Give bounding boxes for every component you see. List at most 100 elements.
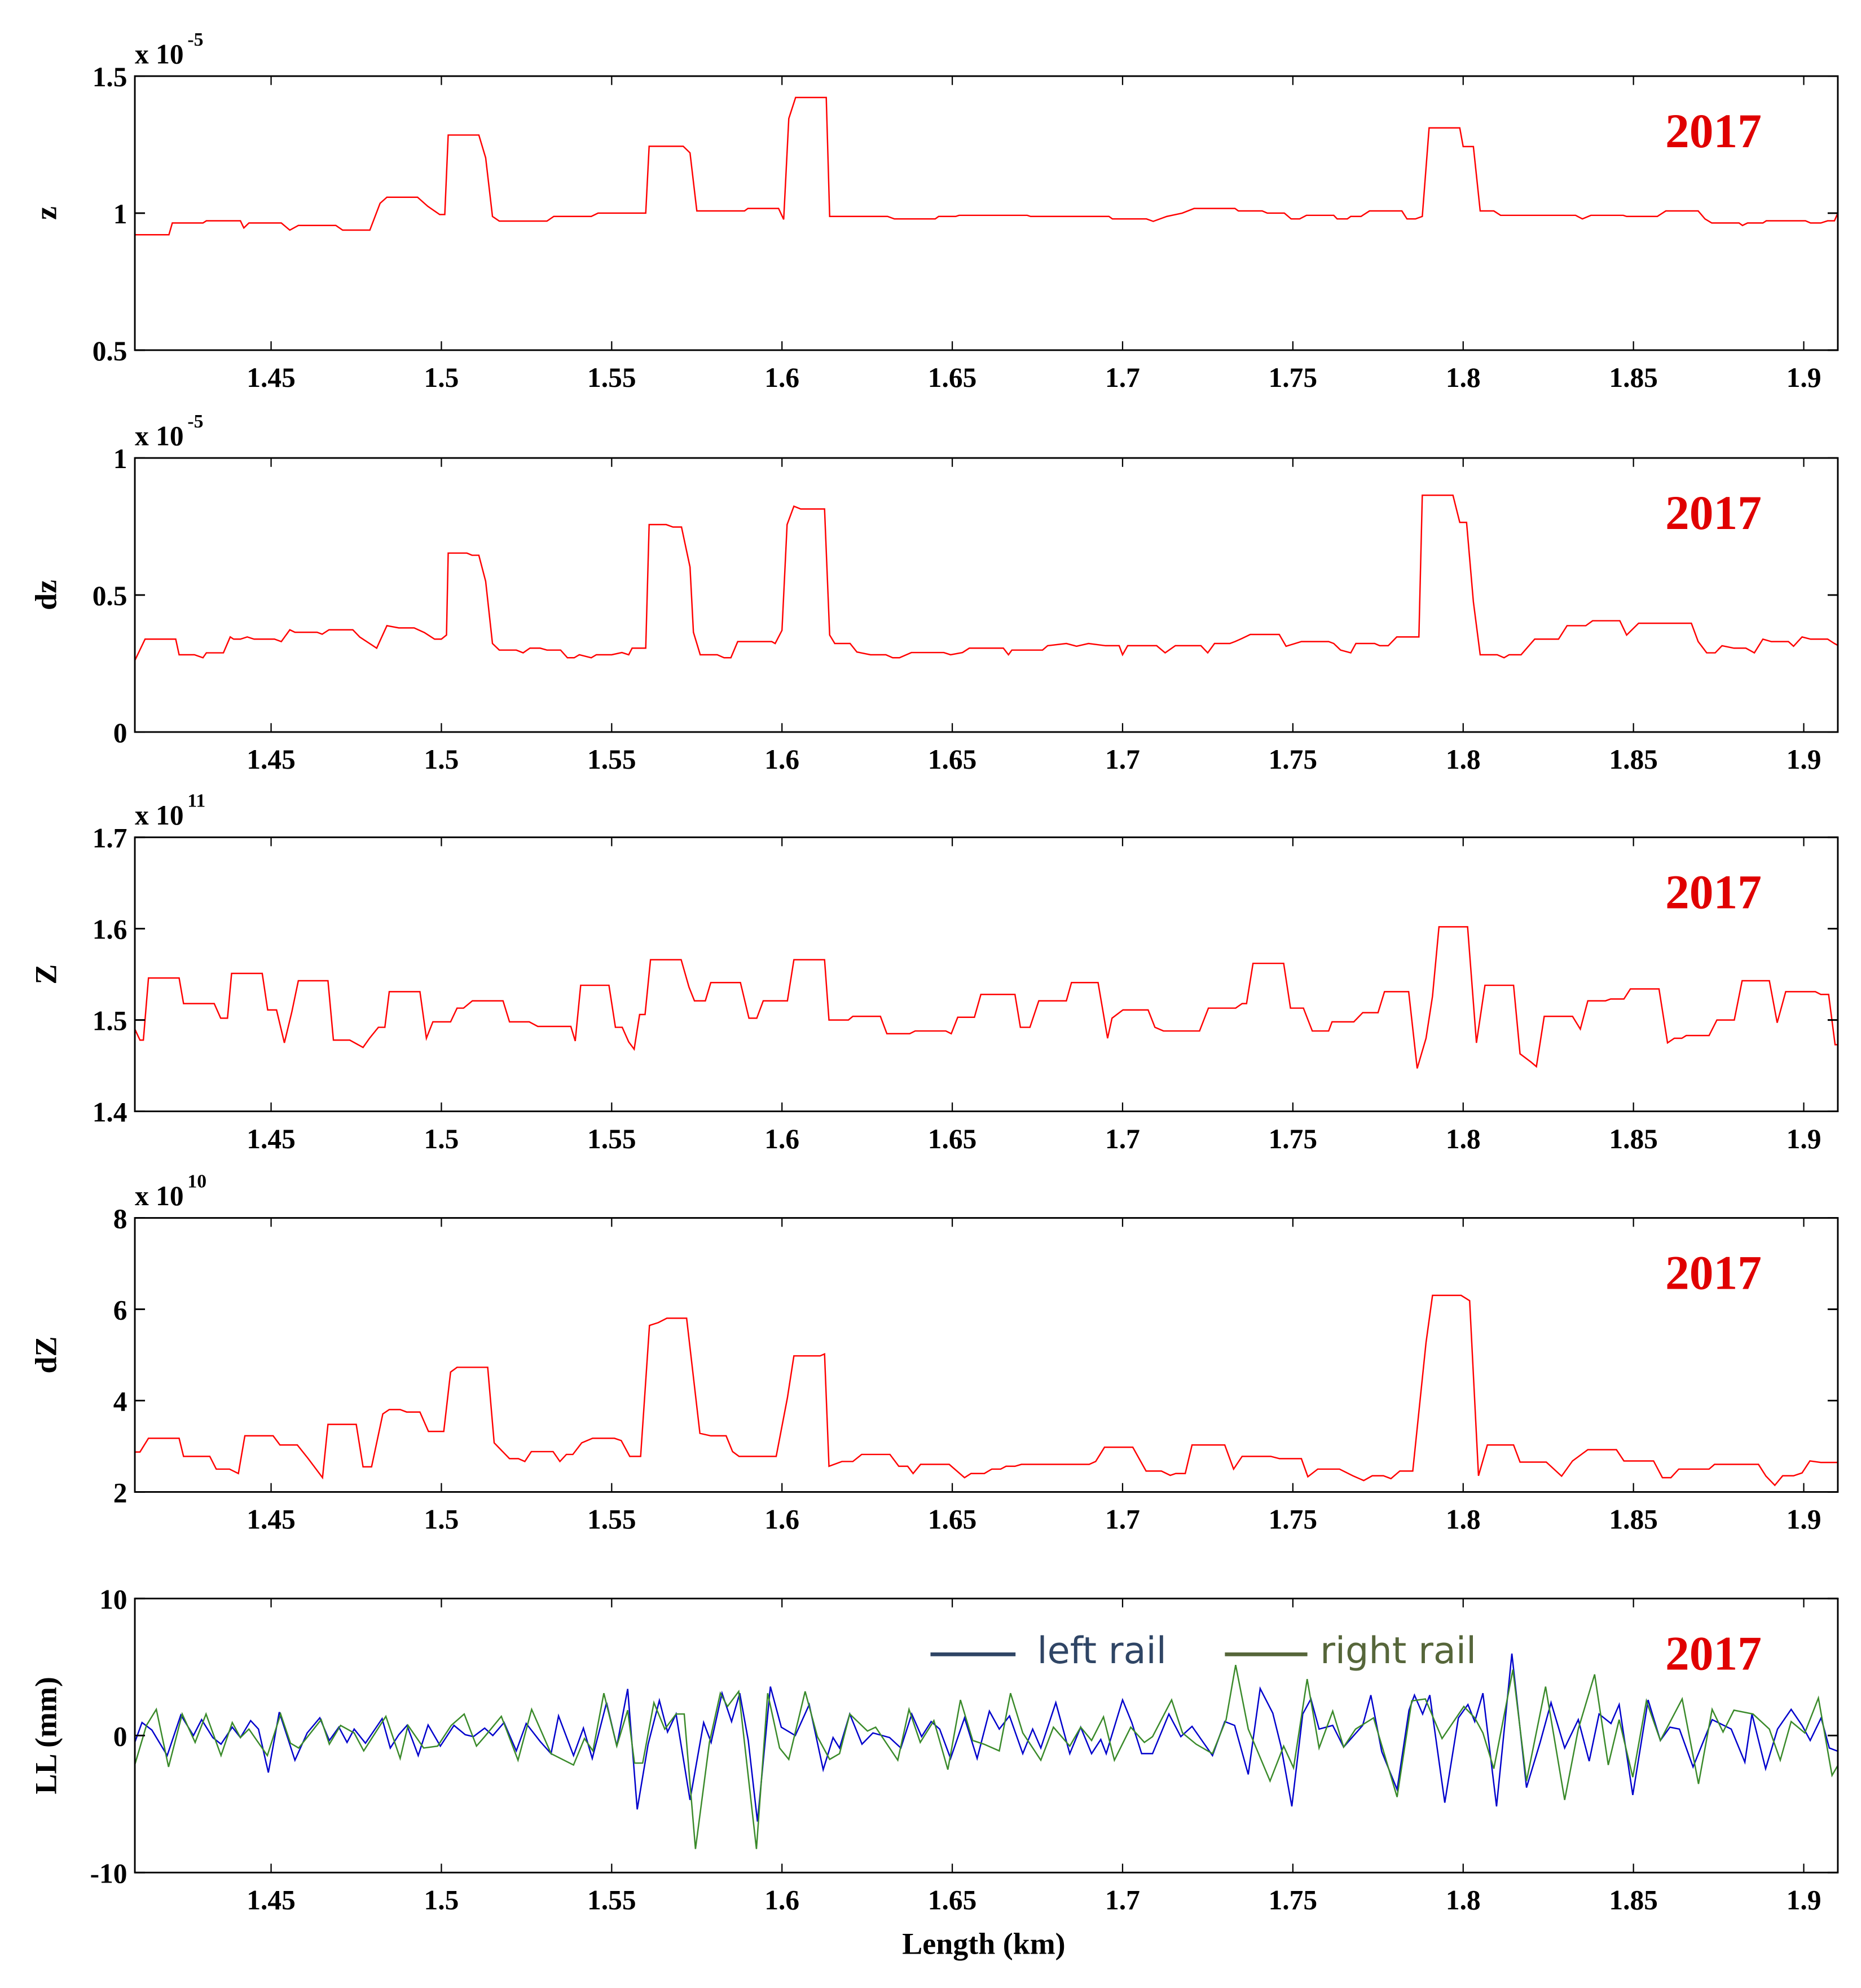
- x-tick-label: 1.6: [764, 744, 799, 775]
- x-tick-label: 1.75: [1269, 1504, 1318, 1535]
- x-tick-label: 1.8: [1446, 1123, 1481, 1154]
- x-tick-label: 1.5: [424, 362, 459, 393]
- y-tick-label: 2: [113, 1477, 127, 1508]
- y-tick-label: 1: [113, 199, 127, 230]
- exponent-base: x 10: [135, 38, 184, 69]
- year-annotation: 2017: [1665, 487, 1762, 540]
- x-tick-label: 1.45: [247, 1885, 296, 1916]
- y-tick-label: -10: [90, 1858, 127, 1889]
- y-tick-label: 0: [113, 717, 127, 748]
- legend: left rail right rail: [930, 1629, 1476, 1672]
- year-annotation: 2017: [1665, 105, 1762, 158]
- panel-2: 1.45 1.5 1.55 1.6 1.65 1.7 1.75 1.8 1.85 1.9 0 0.5 1…: [29, 411, 1839, 775]
- x-tick-label: 1.9: [1787, 362, 1822, 393]
- y-tick-label: 10: [99, 1584, 127, 1615]
- x-tick-label: 1.85: [1609, 1123, 1658, 1154]
- x-tick-label: 1.9: [1787, 1504, 1822, 1535]
- y-axis-label: z: [29, 206, 63, 220]
- x-tick-label: 1.85: [1609, 362, 1658, 393]
- x-tick-label: 1.9: [1787, 1885, 1822, 1916]
- series-line-right-rail: [135, 1664, 1838, 1849]
- series-line-3: [135, 926, 1838, 1069]
- x-tick-label: 1.55: [587, 362, 636, 393]
- y-axis-label: dZ: [29, 1336, 63, 1373]
- y-tick-label: 4: [113, 1386, 127, 1417]
- x-tick-label: 1.85: [1609, 1885, 1658, 1916]
- x-tick-label: 1.8: [1446, 1885, 1481, 1916]
- x-tick-label: 1.7: [1105, 362, 1140, 393]
- x-tick-label: 1.85: [1609, 1504, 1658, 1535]
- x-tick-label: 1.85: [1609, 744, 1658, 775]
- y-tick-label: 1.4: [93, 1097, 127, 1128]
- x-tick-label: 1.45: [247, 362, 296, 393]
- year-annotation: 2017: [1665, 1627, 1762, 1680]
- year-annotation: 2017: [1665, 866, 1762, 919]
- exponent-base: x 10: [135, 800, 184, 831]
- x-tick-label: 1.45: [247, 1123, 296, 1154]
- x-tick-label: 1.7: [1105, 744, 1140, 775]
- x-tick-label: 1.6: [764, 362, 799, 393]
- x-tick-label: 1.7: [1105, 1123, 1140, 1154]
- exponent-power: 11: [187, 791, 205, 812]
- y-tick-label: 1.7: [93, 823, 127, 854]
- x-axis-label: Length (km): [902, 1927, 1065, 1960]
- y-tick-label: 0.5: [93, 580, 127, 611]
- x-tick-label: 1.9: [1787, 744, 1822, 775]
- x-tick-label: 1.75: [1269, 744, 1318, 775]
- x-tick-label: 1.55: [587, 1123, 636, 1154]
- x-tick-label: 1.9: [1787, 1123, 1822, 1154]
- panel-1: 1.45 1.5 1.55 1.6 1.65 1.7 1.75 1.8 1.85 1.9 0.5 1 1…: [29, 29, 1839, 393]
- x-tick-label: 1.5: [424, 1885, 459, 1916]
- x-tick-label: 1.65: [928, 1504, 977, 1535]
- axes-box: [134, 836, 1839, 1113]
- y-axis-exponent: x 10 10: [135, 1171, 206, 1211]
- x-tick-label: 1.55: [587, 1885, 636, 1916]
- exponent-base: x 10: [135, 1180, 184, 1211]
- x-tick-label: 1.55: [587, 1504, 636, 1535]
- x-tick-label: 1.65: [928, 1123, 977, 1154]
- axes-box: [134, 75, 1839, 351]
- x-tick-label: 1.65: [928, 1885, 977, 1916]
- y-tick-label: 1.5: [93, 61, 127, 92]
- legend-label: left rail: [1037, 1629, 1166, 1672]
- y-tick-label: 1.5: [93, 1006, 127, 1037]
- x-tick-label: 1.5: [424, 744, 459, 775]
- x-tick-label: 1.6: [764, 1885, 799, 1916]
- panel-3: 1.45 1.5 1.55 1.6 1.65 1.7 1.75 1.8 1.85 1.9 1.4 1.…: [29, 791, 1839, 1154]
- year-annotation: 2017: [1665, 1247, 1762, 1300]
- y-tick-label: 1: [113, 443, 127, 474]
- x-tick-label: 1.8: [1446, 744, 1481, 775]
- x-tick-label: 1.45: [247, 744, 296, 775]
- x-tick-label: 1.75: [1269, 1123, 1318, 1154]
- y-tick-label: 1.6: [93, 914, 127, 945]
- x-tick-label: 1.65: [928, 744, 977, 775]
- series-line-left-rail: [135, 1653, 1838, 1822]
- y-axis-exponent: x 10 11: [135, 791, 205, 831]
- y-axis-label: LL (mm): [29, 1677, 63, 1794]
- series-line-1: [135, 96, 1838, 236]
- x-tick-label: 1.5: [424, 1123, 459, 1154]
- y-axis-exponent: x 10 -5: [135, 411, 203, 451]
- x-tick-label: 1.5: [424, 1504, 459, 1535]
- panel-4: 1.45 1.5 1.55 1.6 1.65 1.7 1.75 1.8 1.85 1.9 2 4 6 8 d…: [29, 1171, 1839, 1535]
- x-tick-label: 1.75: [1269, 1885, 1318, 1916]
- y-axis-label: Z: [29, 964, 63, 985]
- x-tick-label: 1.7: [1105, 1885, 1140, 1916]
- axes-box: [134, 1217, 1839, 1493]
- x-tick-label: 1.8: [1446, 362, 1481, 393]
- x-tick-label: 1.45: [247, 1504, 296, 1535]
- x-tick-label: 1.55: [587, 744, 636, 775]
- x-tick-label: 1.6: [764, 1123, 799, 1154]
- exponent-base: x 10: [135, 421, 184, 452]
- y-tick-label: 0.5: [93, 336, 127, 367]
- exponent-power: -5: [187, 29, 203, 50]
- x-tick-label: 1.8: [1446, 1504, 1481, 1535]
- y-tick-label: 8: [113, 1204, 127, 1235]
- y-axis-label: dz: [29, 580, 63, 610]
- y-tick-label: 6: [113, 1295, 127, 1326]
- exponent-power: -5: [187, 411, 203, 432]
- panel-5: 1.45 1.5 1.55 1.6 1.65 1.7 1.75 1.8 1.85 1.9 -10 0 1…: [29, 1584, 1839, 1916]
- y-axis-exponent: x 10 -5: [135, 29, 203, 69]
